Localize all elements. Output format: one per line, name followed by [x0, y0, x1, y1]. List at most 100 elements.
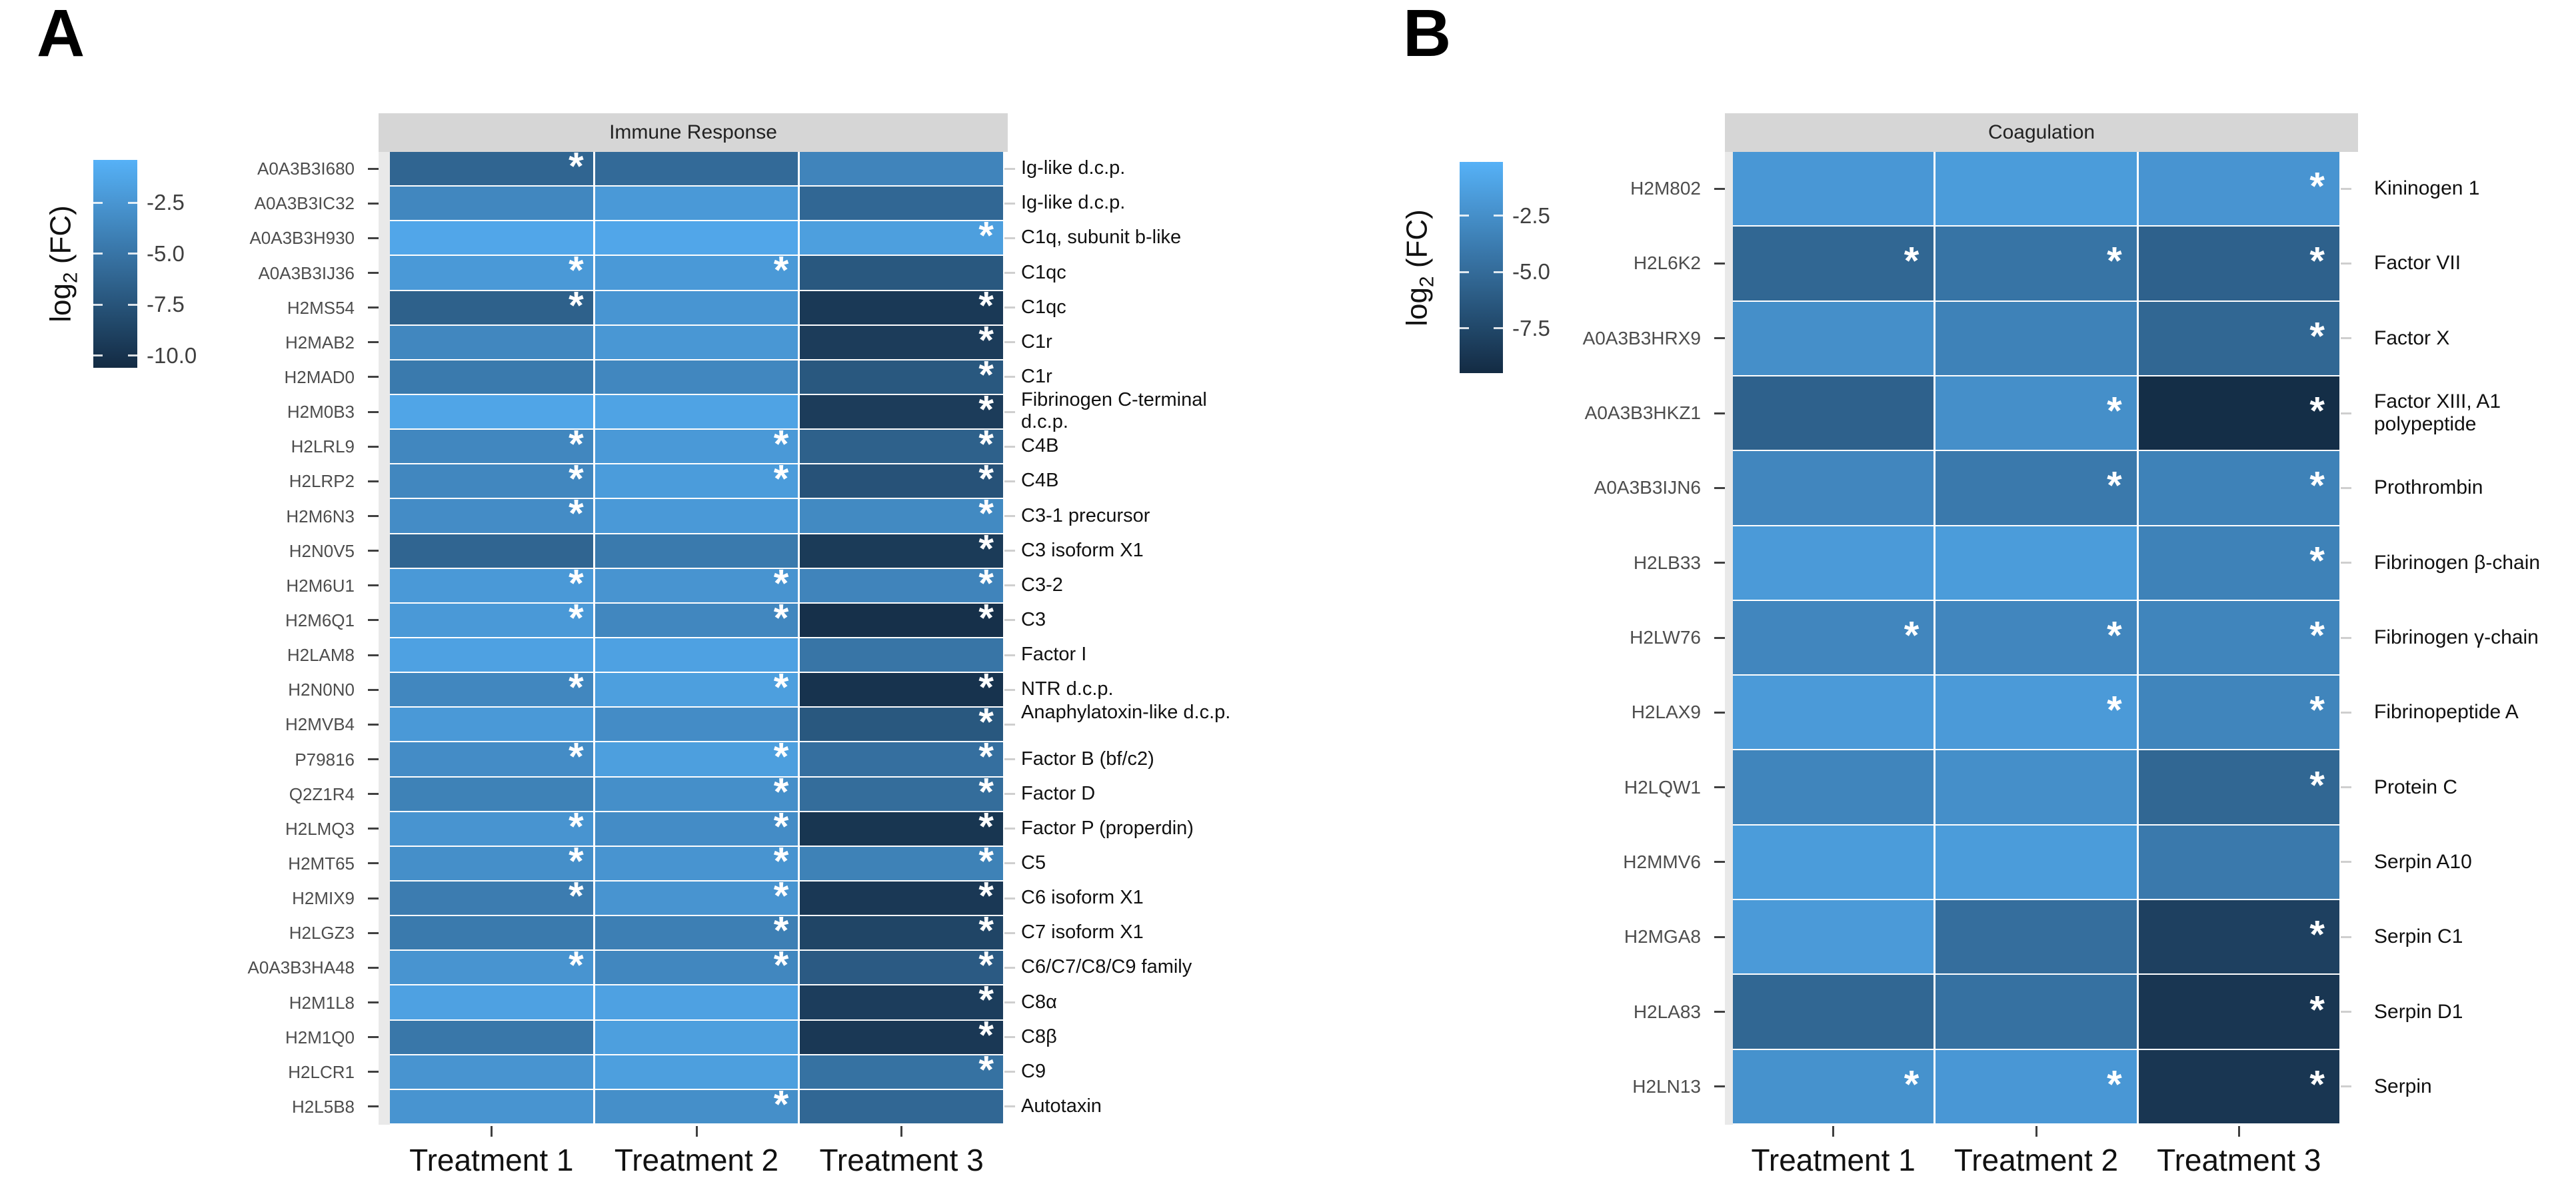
heatmap-cell: * — [390, 147, 593, 186]
legend-tick-dash-right — [128, 201, 137, 204]
x-axis-label: Treatment 3 — [2157, 1143, 2321, 1177]
y-axis-tick — [368, 1105, 379, 1108]
y-axis-tick — [368, 1036, 379, 1039]
heatmap-cell: * — [2138, 227, 2339, 300]
significance-asterisk: * — [2309, 464, 2325, 508]
significance-asterisk: * — [978, 458, 994, 502]
right-axis-tick — [1004, 376, 1015, 378]
row-accession-label: H2M802 — [1630, 178, 1701, 199]
significance-asterisk: * — [2309, 389, 2325, 433]
heatmap-cell: * — [595, 668, 798, 707]
significance-asterisk: * — [773, 909, 789, 953]
y-axis-tick — [368, 237, 379, 239]
row-accession-label: A0A3B3IC32 — [254, 193, 355, 214]
heatmap-cell: * — [390, 252, 593, 291]
heatmap-cell: * — [595, 947, 798, 985]
significance-asterisk: * — [773, 422, 789, 466]
row-accession-label: H2N0V5 — [289, 540, 355, 561]
facet-strip: Coagulation — [1725, 113, 2358, 152]
y-axis-tick — [368, 202, 379, 205]
right-axis-tick — [2341, 1011, 2351, 1013]
heatmap-cell — [595, 534, 798, 568]
significance-asterisk: * — [978, 944, 994, 988]
significance-asterisk: * — [978, 666, 994, 710]
heatmap-cell: * — [2138, 301, 2339, 375]
y-axis-tick — [368, 480, 379, 482]
heatmap-cell: * — [800, 564, 1003, 603]
x-axis-tick — [695, 1126, 698, 1137]
y-axis-tick — [368, 862, 379, 865]
heatmap-cell: * — [800, 808, 1003, 846]
heatmap-cell — [1935, 750, 2137, 824]
heatmap-cell — [800, 187, 1003, 221]
x-axis-tick — [2035, 1126, 2037, 1137]
heatmap-cell — [1733, 975, 1934, 1049]
protein-name-label: C6 isoform X1 — [1021, 887, 1144, 909]
significance-asterisk: * — [2309, 688, 2325, 732]
heatmap-cell: * — [595, 1085, 798, 1124]
heatmap-cell: * — [800, 217, 1003, 256]
x-axis-tick — [490, 1126, 493, 1137]
heatmap-cell: * — [595, 842, 798, 881]
heatmap-cell: * — [390, 808, 593, 846]
row-accession-label: Q2Z1R4 — [289, 784, 355, 804]
row-accession-label: P79816 — [295, 749, 355, 770]
heatmap-cell — [2138, 825, 2339, 899]
heatmap-cell: * — [800, 1016, 1003, 1055]
y-axis-tick — [1714, 786, 1725, 789]
legend-tick-label: -2.5 — [1512, 203, 1550, 228]
right-axis-tick — [1004, 515, 1015, 517]
heatmap-cell: * — [800, 947, 1003, 985]
heatmap-cell: * — [1935, 227, 2137, 300]
heatmap-cell — [390, 708, 593, 742]
row-accession-label: H2LA83 — [1633, 1001, 1701, 1022]
heatmap-cell — [1935, 900, 2137, 974]
heatmap-cell: * — [1733, 227, 1934, 300]
row-accession-label: H2MT65 — [288, 853, 355, 874]
heatmap-cell: * — [595, 252, 798, 291]
y-axis-tick — [1714, 935, 1725, 938]
legend-tick-dash-left — [93, 201, 103, 204]
heatmap-cell: * — [390, 287, 593, 325]
significance-asterisk: * — [978, 840, 994, 884]
heatmap-cell: * — [2138, 676, 2339, 750]
significance-asterisk: * — [2309, 988, 2325, 1032]
heatmap-cell: * — [390, 877, 593, 915]
y-axis-tick — [1714, 861, 1725, 864]
protein-name-label: Serpin C1 — [2374, 925, 2463, 948]
significance-asterisk: * — [569, 805, 584, 849]
y-axis-tick — [368, 966, 379, 969]
heatmap-cell — [390, 360, 593, 394]
heatmap-cell: * — [800, 530, 1003, 568]
y-axis-tick — [368, 723, 379, 726]
heatmap-cell — [595, 360, 798, 394]
significance-asterisk: * — [569, 249, 584, 293]
right-axis-tick — [2341, 187, 2351, 190]
legend-tick-dash-left — [93, 354, 103, 357]
heatmap-cell: * — [1935, 376, 2137, 450]
heatmap-cell: * — [595, 599, 798, 638]
protein-name-label: C6/C7/C8/C9 family — [1021, 956, 1192, 978]
significance-asterisk: * — [978, 909, 994, 953]
x-axis-tick — [1832, 1126, 1835, 1137]
legend-tick-dash-right — [1494, 327, 1503, 330]
x-axis-label: Treatment 2 — [1953, 1143, 2119, 1177]
heatmap-cell: * — [2138, 900, 2339, 974]
row-accession-label: H2M6N3 — [286, 506, 355, 526]
legend-tick-label: -10.0 — [147, 342, 197, 368]
protein-name-label: Fibrinogen γ-chain — [2374, 626, 2539, 648]
heatmap-cell — [595, 152, 798, 186]
y-axis-tick — [1714, 486, 1725, 489]
heatmap-cell — [595, 499, 798, 533]
heatmap-cell: * — [800, 599, 1003, 638]
y-axis-tick — [368, 341, 379, 344]
legend-tick-dash-left — [93, 303, 103, 306]
row-accession-label: H2LGZ3 — [289, 923, 355, 943]
protein-name-label: C4B — [1021, 470, 1059, 492]
heatmap-cell: * — [1935, 451, 2137, 525]
heatmap-cell — [800, 152, 1003, 186]
significance-asterisk: * — [569, 596, 584, 640]
significance-asterisk: * — [978, 596, 994, 640]
y-axis-tick — [1714, 711, 1725, 714]
legend-colorbar — [1460, 162, 1503, 373]
